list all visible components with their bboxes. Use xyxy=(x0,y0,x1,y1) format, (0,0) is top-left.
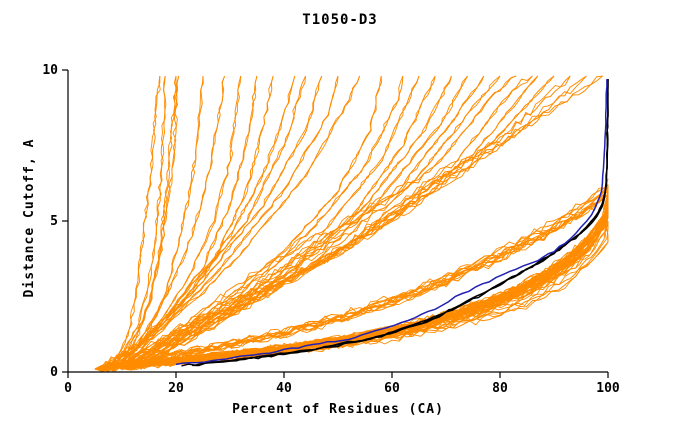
model-curve xyxy=(132,75,485,364)
model-curve xyxy=(121,75,361,367)
model-curve xyxy=(100,75,180,370)
model-curve xyxy=(121,75,404,365)
model-curve xyxy=(137,75,539,364)
model-curve xyxy=(110,75,274,370)
model-curve xyxy=(94,213,609,372)
model-curve xyxy=(121,75,323,365)
model-curve xyxy=(100,194,609,368)
tick-label: 60 xyxy=(384,381,400,396)
model-curve xyxy=(127,75,339,364)
model-curve xyxy=(132,75,452,364)
model-curve xyxy=(110,75,274,370)
tick-label: 10 xyxy=(42,63,58,78)
model-curve xyxy=(132,75,452,364)
model-curve xyxy=(100,193,609,368)
tick-labels-layer: 0 20 40 60 80 100 0 5 10 xyxy=(42,63,620,396)
tick-label: 40 xyxy=(276,381,292,396)
model-curve xyxy=(148,75,603,362)
model-curve xyxy=(116,75,307,367)
model-curve xyxy=(110,75,204,367)
tick-label: 0 xyxy=(50,365,58,380)
tick-label: 5 xyxy=(50,214,58,229)
model-curve xyxy=(148,75,603,362)
model-curve xyxy=(127,75,420,364)
model-curve xyxy=(111,178,609,368)
model-curve xyxy=(116,75,382,367)
tick-label: 100 xyxy=(596,381,620,396)
model-curve xyxy=(175,79,608,366)
chart-title: T1050-D3 xyxy=(302,12,378,28)
model-curve xyxy=(100,192,609,371)
model-curve xyxy=(116,75,258,367)
highlight-curves-layer xyxy=(175,79,609,367)
tick-label: 0 xyxy=(64,381,72,396)
model-curve xyxy=(116,75,258,367)
model-curve xyxy=(94,213,609,371)
model-curve xyxy=(100,194,609,370)
model-curve xyxy=(111,178,609,367)
model-curve xyxy=(202,79,609,365)
model-curves-layer xyxy=(94,75,609,372)
x-axis-label: Percent of Residues (CA) xyxy=(232,402,444,417)
model-curve xyxy=(100,75,161,370)
model-curve xyxy=(116,75,382,367)
axes-layer xyxy=(62,69,609,378)
model-curve xyxy=(105,187,609,367)
model-curve xyxy=(100,75,167,368)
model-curve xyxy=(132,75,485,364)
tick-label: 80 xyxy=(492,381,508,396)
model-curve xyxy=(132,75,517,364)
model-curve xyxy=(127,75,339,364)
tick-label: 20 xyxy=(168,381,184,396)
